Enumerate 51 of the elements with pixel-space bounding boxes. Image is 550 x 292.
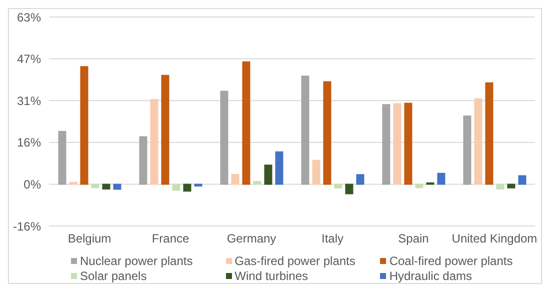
- y-tick-label: 63%: [16, 10, 42, 24]
- y-tick-label: 47%: [16, 52, 42, 66]
- bar: [393, 103, 402, 185]
- bar: [58, 130, 66, 185]
- bar: [323, 81, 332, 185]
- legend-label: Wind turbines: [234, 269, 308, 283]
- bar: [172, 184, 180, 191]
- legend-label: Nuclear power plants: [80, 254, 193, 268]
- bar: [345, 184, 354, 194]
- bar: [183, 184, 192, 192]
- y-tick-label: 31%: [16, 94, 42, 108]
- bar: [518, 175, 526, 185]
- bar: [404, 102, 412, 185]
- x-tick-label: France: [152, 232, 190, 246]
- x-tick-label: United Kingdom: [452, 232, 538, 246]
- x-tick-label: Germany: [226, 232, 276, 246]
- bar: [242, 61, 250, 185]
- y-tick-label: -16%: [12, 219, 42, 234]
- bar: [301, 76, 310, 185]
- bar: [474, 98, 482, 185]
- bar: [415, 184, 424, 188]
- x-tick-label: Italy: [321, 232, 344, 246]
- y-tick-label: 16%: [16, 136, 42, 150]
- x-tick-label: Spain: [398, 232, 429, 246]
- legend-label: Coal-fired power plants: [389, 254, 513, 268]
- bar: [496, 184, 504, 190]
- bar: [382, 104, 390, 185]
- bar: [113, 184, 122, 190]
- bar: [91, 184, 100, 188]
- bar: [150, 99, 158, 185]
- bar: [463, 115, 472, 185]
- bar: [161, 74, 170, 185]
- bar: [102, 184, 110, 190]
- bar: [507, 184, 516, 188]
- bar: [334, 184, 342, 188]
- legend-label: Solar panels: [80, 269, 147, 283]
- bar: [312, 160, 320, 185]
- bar: [485, 82, 494, 185]
- bar: [437, 172, 446, 185]
- legend-label: Gas-fired power plants: [234, 254, 356, 268]
- bar: [231, 174, 240, 185]
- y-tick-label: 0%: [24, 177, 42, 192]
- bar: [139, 136, 148, 185]
- bar: [220, 90, 228, 185]
- legend-label: Hydraulic dams: [389, 269, 472, 283]
- bar: [253, 181, 262, 185]
- bar: [356, 174, 364, 185]
- bar: [275, 151, 284, 185]
- bar: [264, 164, 272, 185]
- x-tick-label: Belgium: [68, 232, 112, 246]
- bar: [80, 66, 88, 185]
